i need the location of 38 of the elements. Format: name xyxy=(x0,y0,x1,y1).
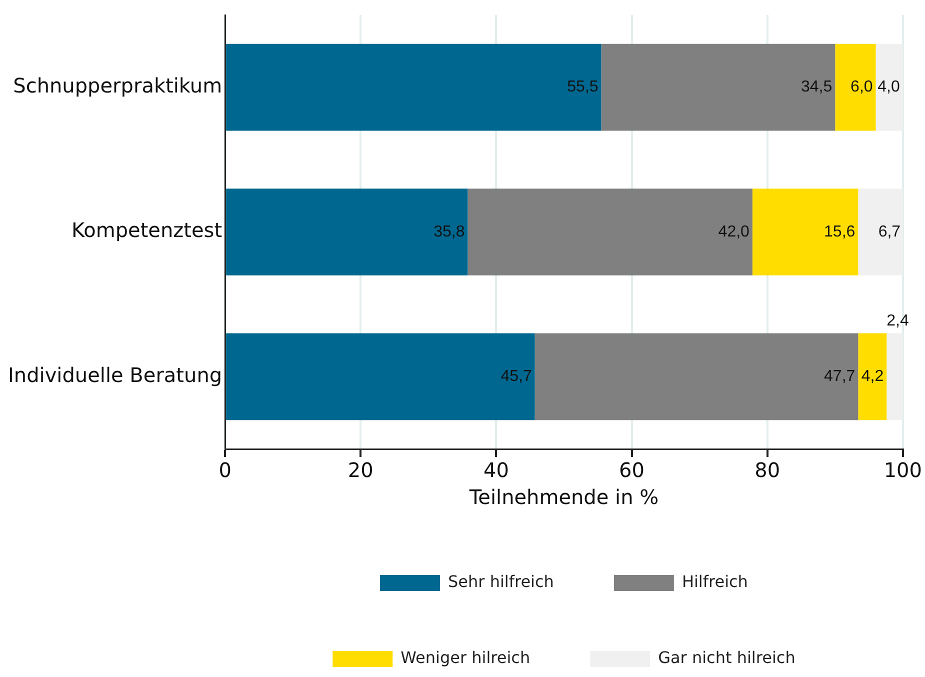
bar xyxy=(226,333,535,420)
bar xyxy=(226,44,602,131)
x-tick-label: 40 xyxy=(483,458,509,482)
data-label: 42,0 xyxy=(718,223,750,240)
bar xyxy=(468,188,752,276)
data-label: 4,0 xyxy=(878,78,900,96)
bar xyxy=(858,188,903,276)
bar xyxy=(226,188,468,276)
legend-label: Gar nicht hilreich xyxy=(658,648,796,668)
bar xyxy=(752,188,858,276)
x-tick-label: 100 xyxy=(884,458,922,482)
data-label: 45,7 xyxy=(500,368,532,386)
legend-label: Hilfreich xyxy=(682,572,748,592)
y-tick-label: Schnupperpraktikum xyxy=(13,74,222,98)
data-label: 6,7 xyxy=(878,223,901,240)
data-label: 2,4 xyxy=(886,312,909,330)
bar xyxy=(858,333,887,420)
bar xyxy=(876,44,903,131)
x-tick-label: 0 xyxy=(218,458,232,482)
bar xyxy=(886,333,903,420)
x-tick-label: 80 xyxy=(754,458,780,482)
data-label: 34,5 xyxy=(800,78,832,96)
bar xyxy=(534,333,858,420)
y-tick-label: Individuelle Beratung xyxy=(8,362,222,387)
data-label: 4,2 xyxy=(861,368,884,386)
x-tick-label: 60 xyxy=(619,458,644,482)
x-axis-title: Teilnehmende in % xyxy=(468,485,659,510)
data-label: 15,6 xyxy=(824,223,856,240)
legend-label: Weniger hilreich xyxy=(400,648,530,668)
data-label: 35,8 xyxy=(434,223,465,240)
data-label: 55,5 xyxy=(567,78,598,96)
data-label: 47,7 xyxy=(824,368,856,386)
bar xyxy=(601,44,836,131)
y-tick-label: Kompetenztest xyxy=(71,218,222,242)
x-tick-label: 20 xyxy=(348,458,374,482)
bar xyxy=(835,44,876,131)
legend-label: Sehr hilfreich xyxy=(448,572,554,592)
data-label: 6,0 xyxy=(850,78,873,96)
